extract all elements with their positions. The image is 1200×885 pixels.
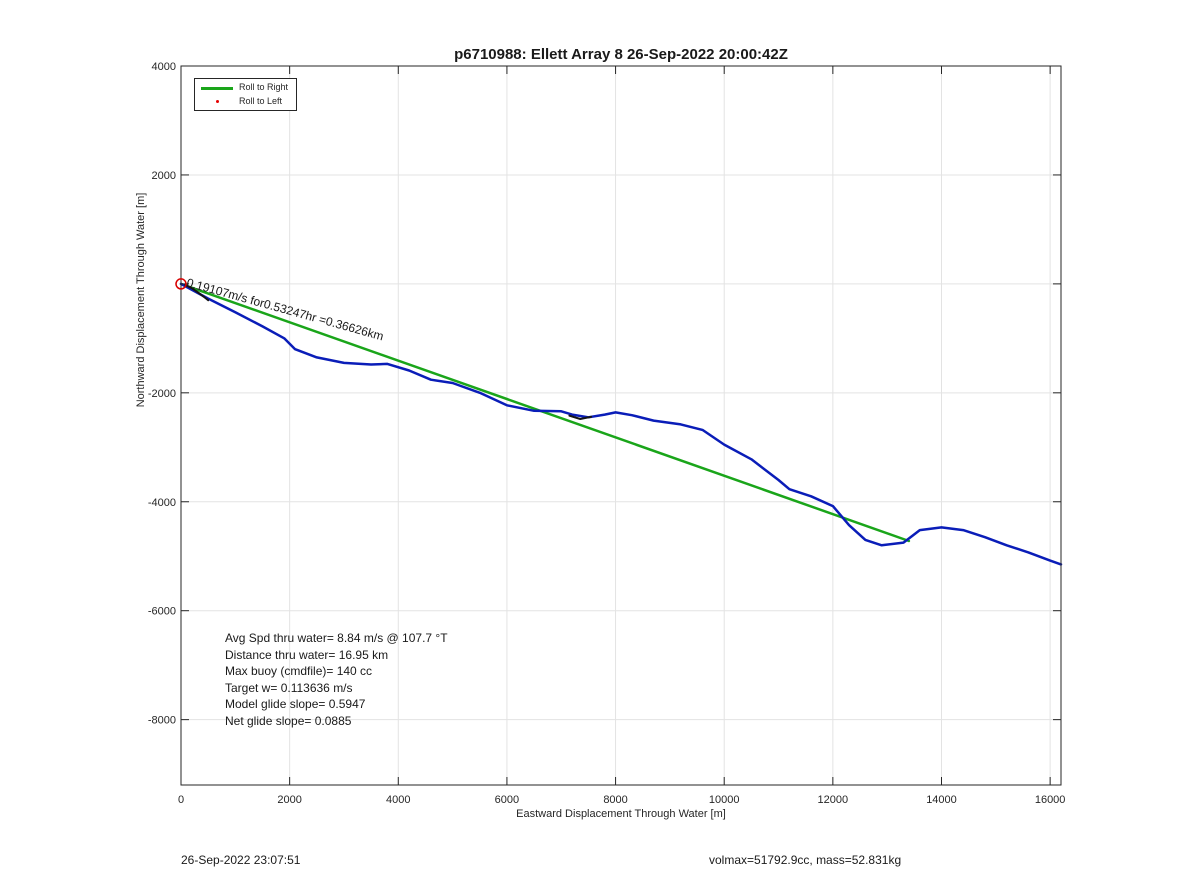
- footer-volmax-mass: volmax=51792.9cc, mass=52.831kg: [709, 853, 902, 867]
- x-axis-label: Eastward Displacement Through Water [m]: [516, 808, 726, 820]
- stat-distance: Distance thru water= 16.95 km: [225, 647, 389, 662]
- x-tick-label: 8000: [603, 794, 627, 806]
- legend-label-roll-right: Roll to Right: [239, 82, 289, 92]
- x-tick-label: 6000: [495, 794, 519, 806]
- legend: Roll to Right Roll to Left: [194, 78, 297, 111]
- y-tick-label: -4000: [148, 497, 176, 509]
- y-tick-label: 2000: [152, 170, 176, 182]
- series-surface-segment: [568, 414, 593, 420]
- chart-title: p6710988: Ellett Array 8 26-Sep-2022 20:…: [454, 46, 788, 63]
- series-roll-to-right: [179, 282, 911, 543]
- legend-item-roll-left: Roll to Left: [195, 95, 296, 109]
- y-tick-label: 4000: [152, 61, 176, 73]
- stat-max-buoy: Max buoy (cmdfile)= 140 cc: [225, 664, 373, 678]
- annotation-layer: 0.19107m/s for0.53247hr =0.36626km: [175, 275, 385, 343]
- axes-box: [180, 65, 1062, 786]
- tick-labels: 0 2000 4000 6000 8000 10000 12000 14000 16000 -80…: [148, 61, 1066, 806]
- x-tick-label: 10000: [709, 794, 740, 806]
- y-tick-label: -6000: [148, 606, 176, 618]
- series-track: [179, 282, 1063, 566]
- y-tick-label: -8000: [148, 715, 176, 727]
- x-tick-label: 2000: [277, 794, 301, 806]
- x-tick-label: 16000: [1035, 794, 1066, 806]
- start-marker: [175, 278, 187, 290]
- x-tick-label: 0: [178, 794, 184, 806]
- legend-label-roll-left: Roll to Left: [239, 96, 283, 106]
- x-tick-label: 14000: [926, 794, 957, 806]
- legend-item-roll-right: Roll to Right: [195, 81, 296, 95]
- y-tick-label: -2000: [148, 388, 176, 400]
- axes-frame: [180, 65, 1062, 786]
- series-dive-start: [184, 284, 210, 302]
- stat-avg-speed: Avg Spd thru water= 8.84 m/s @ 107.7 °T: [225, 631, 448, 645]
- x-tick-label: 12000: [818, 794, 849, 806]
- stat-model-glide: Model glide slope= 0.5947: [225, 697, 366, 711]
- legend-line-green: [201, 87, 233, 90]
- dive-annotation: 0.19107m/s for0.53247hr =0.36626km: [185, 275, 385, 343]
- stat-target-w: Target w= 0.113636 m/s: [225, 680, 353, 695]
- series-layer: [179, 282, 1063, 566]
- grid-lines: [180, 65, 1061, 785]
- legend-dot-red: [216, 100, 219, 103]
- y-axis-label: Northward Displacement Through Water [m]: [135, 192, 147, 408]
- footer-timestamp: 26-Sep-2022 23:07:51: [181, 853, 301, 867]
- stat-net-glide: Net glide slope= 0.0885: [225, 713, 352, 728]
- x-tick-label: 4000: [386, 794, 410, 806]
- stats-block: Avg Spd thru water= 8.84 m/s @ 107.7 °T …: [225, 630, 448, 729]
